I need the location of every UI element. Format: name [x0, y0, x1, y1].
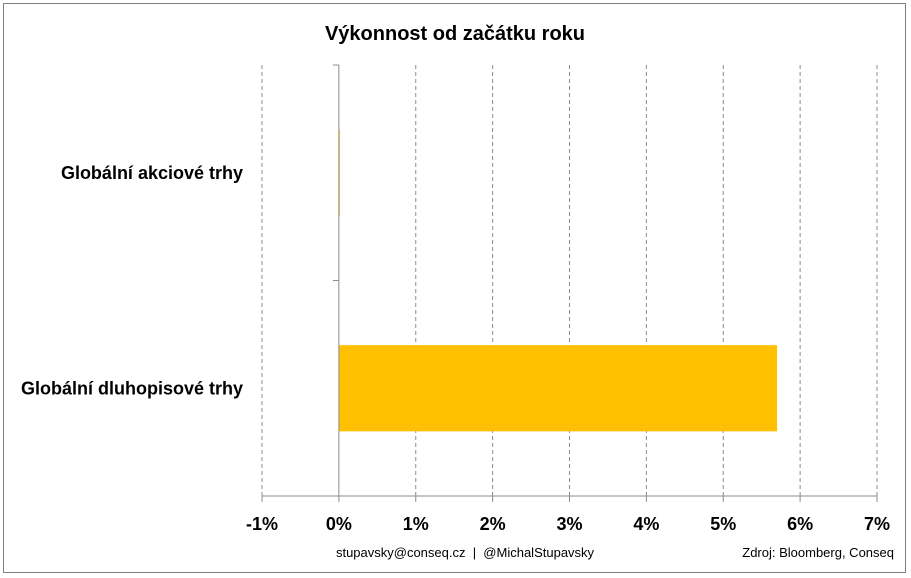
x-tick-label: -1%	[246, 514, 278, 534]
category-labels: Globální akciové trhy Globální dluhopisov…	[21, 163, 243, 399]
x-tick-label: 6%	[787, 514, 813, 534]
axes	[261, 64, 878, 502]
chart-title: Výkonnost od začátku roku	[325, 23, 585, 45]
x-tick-label: 4%	[633, 514, 659, 534]
chart-frame	[3, 3, 906, 573]
footer-source: Zdroj: Bloomberg, Conseq	[742, 545, 894, 560]
category-label: Globální dluhopisové trhy	[21, 378, 243, 398]
x-tick-label: 3%	[556, 514, 582, 534]
x-tick-label: 1%	[403, 514, 429, 534]
x-tick-label: 7%	[864, 514, 890, 534]
gridlines	[261, 65, 878, 496]
x-tick-label: 0%	[326, 514, 352, 534]
bar	[338, 345, 778, 432]
category-label: Globální akciové trhy	[61, 163, 243, 183]
footer-contact: stupavsky@conseq.cz | @MichalStupavsky	[336, 545, 595, 560]
bars	[338, 129, 778, 432]
x-tick-label: 5%	[710, 514, 736, 534]
tick-labels: -1% 0% 1% 2% 3% 4% 5% 6% 7%	[246, 514, 890, 534]
x-tick-label: 2%	[480, 514, 506, 534]
